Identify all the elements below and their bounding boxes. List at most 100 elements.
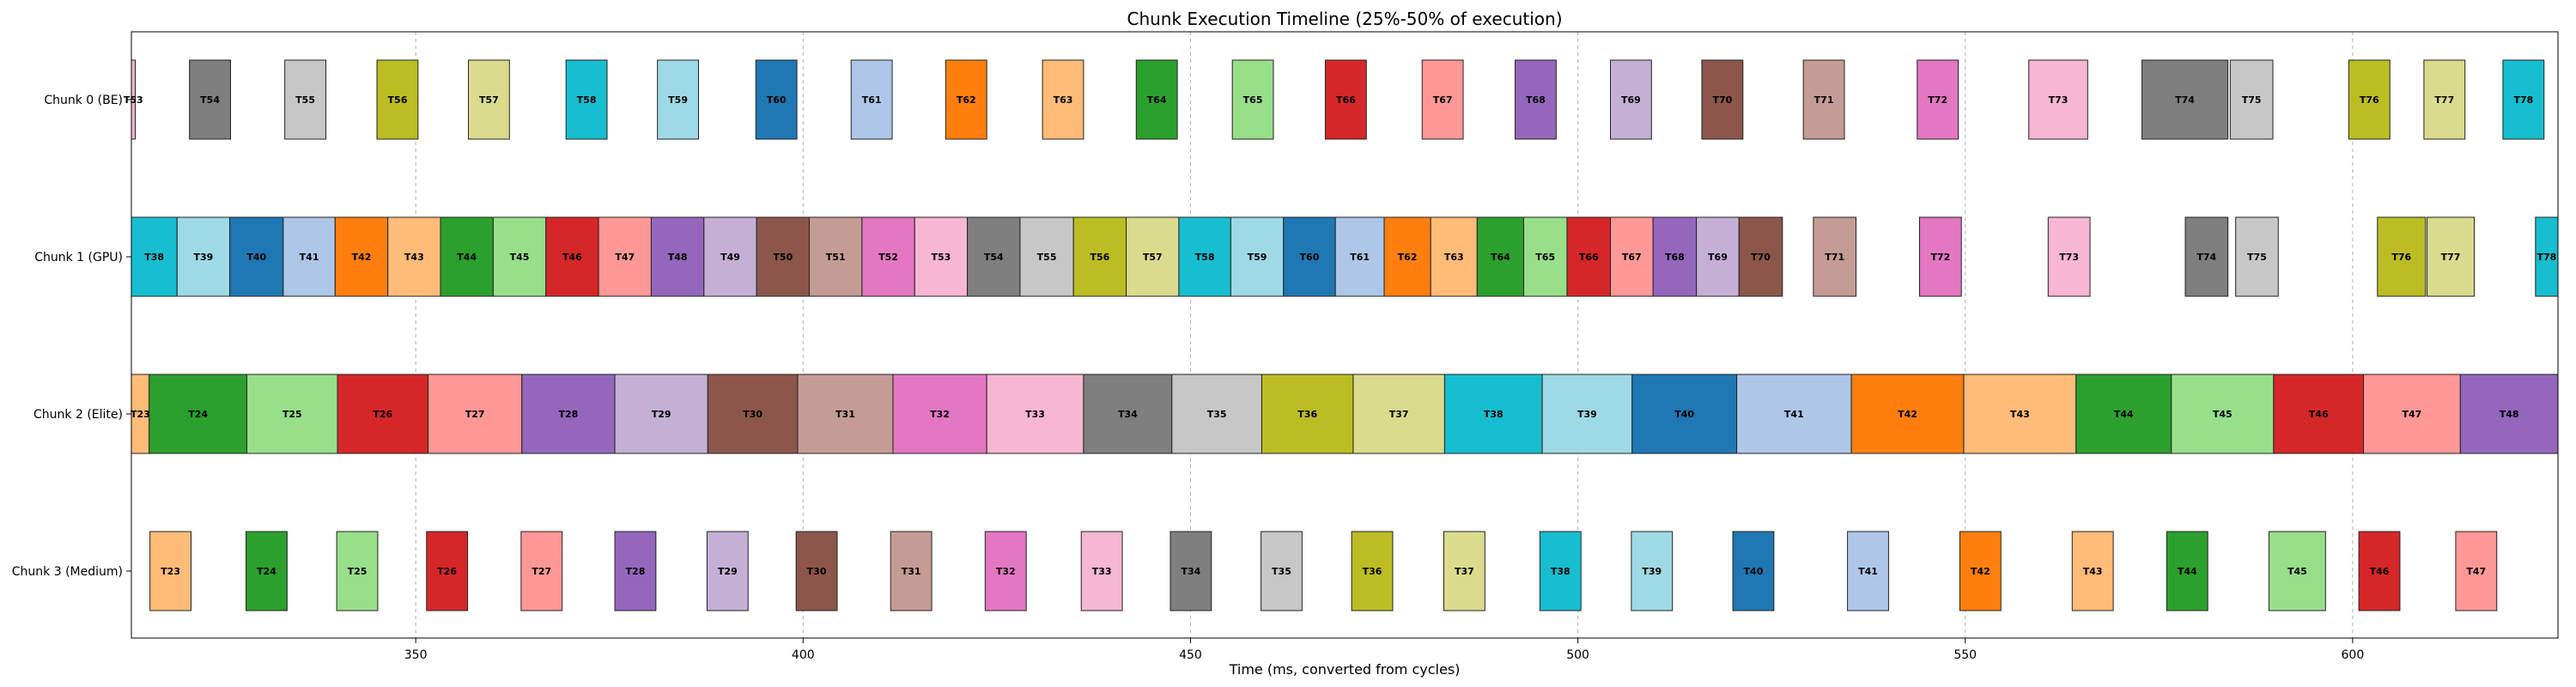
task-bar <box>755 59 798 140</box>
task-label: T58 <box>1195 252 1215 263</box>
task-label: T25 <box>348 566 368 577</box>
task-label: T61 <box>1350 252 1370 263</box>
task-bar <box>376 59 419 140</box>
task-label: T31 <box>835 409 855 420</box>
x-tick-label: 350 <box>404 648 428 662</box>
y-tick-label: Chunk 1 (GPU) <box>34 251 123 264</box>
task-bar <box>1738 216 1783 297</box>
task-bar <box>176 216 231 297</box>
task-label: T64 <box>1491 252 1510 263</box>
task-bar <box>2358 531 2401 611</box>
task-label: T31 <box>902 566 921 577</box>
task-label: T44 <box>2178 566 2197 577</box>
task-label: T71 <box>1825 252 1844 263</box>
task-bar <box>2184 216 2229 297</box>
task-bar <box>1696 216 1740 297</box>
task-label: T67 <box>1622 252 1642 263</box>
task-label: T44 <box>2114 409 2134 420</box>
task-label: T45 <box>2287 566 2307 577</box>
task-label: T73 <box>2059 252 2079 263</box>
task-label: T28 <box>558 409 578 420</box>
task-label: T24 <box>257 566 276 577</box>
task-label: T43 <box>2010 409 2030 420</box>
task-bar <box>545 216 599 297</box>
task-bar <box>149 374 247 454</box>
task-bar <box>598 216 652 297</box>
x-tick-label: 500 <box>1566 648 1589 662</box>
task-bar <box>426 531 469 611</box>
task-label: T35 <box>1272 566 1291 577</box>
task-label: T23 <box>131 409 150 420</box>
task-bar <box>2363 374 2461 454</box>
task-bar <box>1631 531 1674 611</box>
task-bar <box>1476 216 1524 297</box>
task-label: T36 <box>1363 566 1382 577</box>
task-bar <box>1847 531 1889 611</box>
task-bar <box>707 374 799 454</box>
task-bar <box>2171 374 2275 454</box>
x-tick-label: 550 <box>1953 648 1977 662</box>
task-label: T44 <box>457 252 477 263</box>
task-label: T74 <box>2196 252 2216 263</box>
task-label: T67 <box>1433 94 1453 106</box>
task-bar <box>1701 59 1744 140</box>
task-label: T24 <box>188 409 208 420</box>
task-bar <box>1042 59 1084 140</box>
task-bar <box>229 216 284 297</box>
task-label: T72 <box>1930 252 1950 263</box>
task-bar <box>246 374 338 454</box>
task-label: T70 <box>1712 94 1732 106</box>
task-bar <box>1170 531 1212 611</box>
task-label: T35 <box>1207 409 1227 420</box>
task-label: T74 <box>2175 94 2195 106</box>
task-label: T68 <box>1665 252 1685 263</box>
task-label: T53 <box>931 252 951 263</box>
x-tick-label: 600 <box>2342 648 2365 662</box>
task-bar <box>2028 59 2088 140</box>
task-bar <box>1802 59 1845 140</box>
task-label: T66 <box>1336 94 1356 106</box>
x-tick-label: 450 <box>1179 648 1202 662</box>
task-label: T62 <box>957 94 976 106</box>
task-bar <box>1631 374 1738 454</box>
task-bar <box>1652 216 1698 297</box>
task-bar <box>706 531 749 611</box>
task-label: T57 <box>479 94 499 106</box>
task-label: T30 <box>807 566 827 577</box>
task-label: T73 <box>2049 94 2069 106</box>
task-label: T60 <box>1300 252 1320 263</box>
task-label: T75 <box>2247 252 2267 263</box>
task-label: T62 <box>1398 252 1418 263</box>
task-label: T75 <box>2242 94 2262 106</box>
task-bar <box>1732 531 1775 611</box>
task-label: T37 <box>1389 409 1409 420</box>
task-label: T51 <box>826 252 846 263</box>
task-bar <box>1080 531 1123 611</box>
task-label: T46 <box>2309 409 2329 420</box>
x-tick-label: 400 <box>792 648 815 662</box>
y-tick-label: Chunk 0 (BE) <box>44 94 123 107</box>
task-label: T42 <box>1971 566 1990 577</box>
task-bar <box>1917 59 1959 140</box>
task-label: T40 <box>246 252 266 263</box>
task-bar <box>2427 216 2476 297</box>
task-label: T71 <box>1814 94 1834 106</box>
task-label: T50 <box>773 252 793 263</box>
task-label: T65 <box>1535 252 1555 263</box>
task-label: T48 <box>668 252 688 263</box>
task-label: T39 <box>1577 409 1597 420</box>
task-label: T37 <box>1455 566 1474 577</box>
task-label: T26 <box>437 566 457 577</box>
task-bar <box>795 531 838 611</box>
task-bar <box>336 531 379 611</box>
task-bar <box>2455 531 2498 611</box>
task-bar <box>2075 374 2172 454</box>
task-label: T33 <box>1025 409 1045 420</box>
task-bar <box>2229 59 2274 140</box>
task-bar <box>565 59 608 140</box>
task-bar <box>1443 374 1543 454</box>
task-label: T47 <box>2466 566 2486 577</box>
task-label: T29 <box>652 409 671 420</box>
task-label: T46 <box>2370 566 2390 577</box>
task-bar <box>2166 531 2208 611</box>
